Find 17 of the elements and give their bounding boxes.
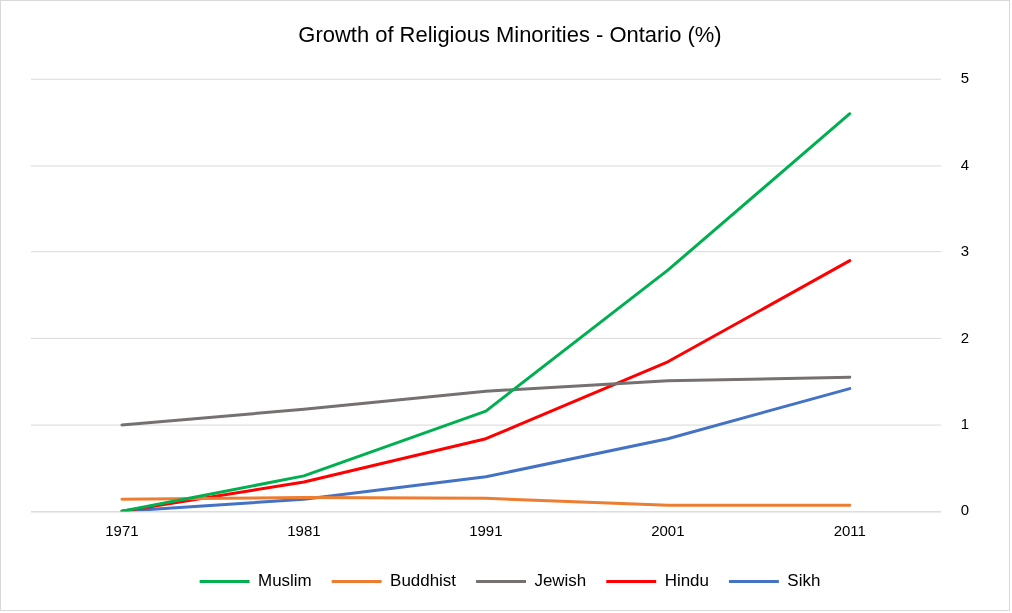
legend-label: Buddhist <box>390 571 457 591</box>
chart-title: Growth of Religious Minorities - Ontario (%) <box>298 22 722 48</box>
legend-label: Hindu <box>664 571 709 591</box>
legend-label: Sikh <box>787 571 821 591</box>
y-tick-label: 4 <box>960 155 970 173</box>
x-tick-label: 1971 <box>105 522 139 540</box>
x-tick-label: 2001 <box>651 522 685 540</box>
y-tick-label: 1 <box>960 415 970 433</box>
y-tick-label: 2 <box>960 328 970 346</box>
legend-label: Jewish <box>534 571 587 591</box>
legend-label: Muslim <box>258 571 312 591</box>
y-tick-label: 3 <box>960 242 970 260</box>
x-tick-label: 1991 <box>469 522 503 540</box>
y-tick-label: 0 <box>960 501 970 519</box>
x-tick-label: 2011 <box>833 522 866 540</box>
x-tick-label: 1981 <box>287 522 321 540</box>
y-tick-label: 5 <box>960 69 970 87</box>
